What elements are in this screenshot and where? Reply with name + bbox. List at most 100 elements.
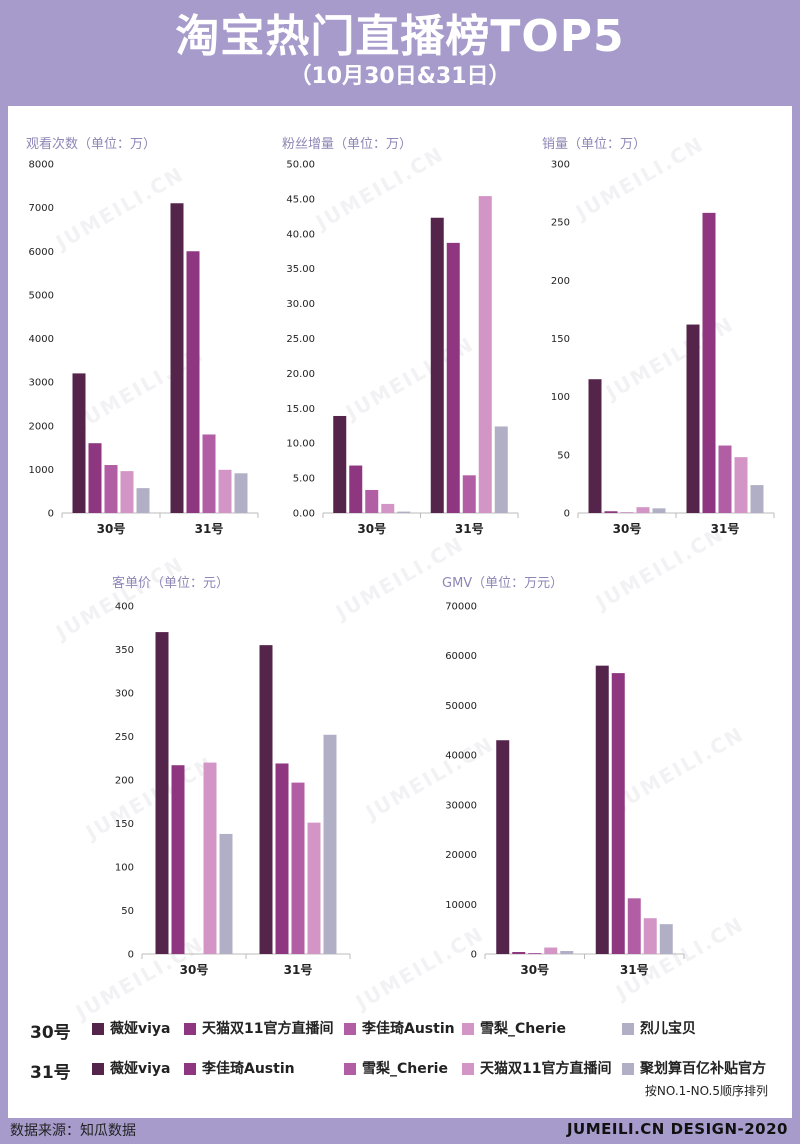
bar (104, 465, 118, 513)
bar (259, 645, 273, 954)
y-tick-label: 50 (557, 450, 570, 461)
bar (560, 951, 574, 954)
y-tick-label: 350 (115, 645, 134, 656)
chart-views: 观看次数（单位：万） 0 1000 2000 3000 4000 5000 6000 7000 8… (26, 136, 259, 536)
charts-canvas: 观看次数（单位：万）010002000300040005000600070008… (26, 136, 775, 977)
bar (349, 465, 363, 513)
bar (186, 251, 200, 513)
bar (734, 457, 748, 513)
y-tick-label: 30.00 (286, 299, 315, 310)
y-tick-label: 250 (115, 732, 134, 743)
bar (120, 471, 134, 513)
data-source: 数据来源：知瓜数据 (10, 1123, 136, 1139)
y-tick-label: 40.00 (286, 229, 315, 240)
bar (494, 426, 508, 513)
y-tick-label: 10000 (445, 900, 477, 911)
x-tick-label: 30号 (357, 521, 386, 536)
bar (333, 415, 347, 513)
bar (478, 196, 492, 513)
bar (155, 632, 169, 954)
x-tick-label: 31号 (195, 521, 224, 536)
bar (171, 765, 185, 954)
bar (397, 511, 411, 513)
y-tick-label: 45.00 (286, 194, 315, 205)
bar (202, 434, 216, 513)
y-tick-label: 100 (551, 392, 570, 403)
y-tick-label: 6000 (29, 247, 54, 258)
bar (636, 507, 650, 513)
bar (659, 924, 673, 954)
y-tick-label: 4000 (29, 334, 54, 345)
chart-fans: 粉丝增量（单位：万） 0.00 5.00 10.00 15.00 20.00 25.00 30… (282, 137, 519, 536)
y-tick-label: 200 (551, 276, 570, 287)
chart-aov: 客单价（单位：元） 0 50 100 150 200 250 300 350 400 30号 31号 (112, 575, 351, 977)
y-tick-label: 5000 (29, 290, 54, 301)
y-tick-label: 40000 (445, 751, 477, 762)
y-tick-label: 35.00 (286, 264, 315, 275)
chart-title: 观看次数（单位：万） (26, 136, 156, 152)
y-tick-label: 200 (115, 776, 134, 787)
y-tick-label: 2000 (29, 421, 54, 432)
bar (686, 324, 700, 513)
y-tick-label: 400 (115, 602, 134, 613)
bar (218, 469, 232, 513)
x-tick-label: 30号 (180, 962, 209, 977)
y-tick-label: 70000 (445, 602, 477, 613)
y-tick-label: 300 (115, 689, 134, 700)
chart-sales: 销量（单位：万） 0 50 100 150 200 250 300 30号 31号 (542, 137, 775, 536)
x-tick-label: 30号 (97, 521, 126, 536)
chart-title: 粉丝增量（单位：万） (282, 137, 412, 152)
y-tick-label: 20000 (445, 850, 477, 861)
bar (611, 673, 625, 954)
x-tick-label: 31号 (620, 962, 649, 977)
bar (72, 373, 86, 513)
y-tick-label: 0 (128, 950, 134, 961)
y-tick-label: 8000 (29, 160, 54, 171)
chart-gmv: GMV（单位：万元） 0 10000 20000 30000 40000 50000 6000… (442, 576, 685, 977)
bar (595, 665, 609, 954)
bar (604, 511, 618, 513)
y-tick-label: 50 (121, 906, 134, 917)
y-tick-label: 20.00 (286, 369, 315, 380)
y-tick-label: 50.00 (286, 160, 315, 171)
chart-title: 销量（单位：万） (542, 137, 646, 152)
bar (496, 740, 510, 954)
bar (275, 763, 289, 954)
y-tick-label: 100 (115, 863, 134, 874)
y-tick-label: 150 (551, 334, 570, 345)
header: 淘宝热门直播榜TOP5 （10月30日&31日） (0, 0, 800, 105)
bar (203, 762, 217, 954)
y-tick-label: 60000 (445, 651, 477, 662)
y-tick-label: 0 (471, 950, 477, 961)
chart-title: 客单价（单位：元） (112, 575, 229, 591)
y-tick-label: 5.00 (293, 474, 315, 485)
bar (88, 443, 102, 513)
bar (702, 212, 716, 514)
bar (136, 488, 150, 513)
x-tick-label: 30号 (520, 962, 549, 977)
bar (528, 953, 542, 954)
bar (462, 475, 476, 513)
x-tick-label: 31号 (455, 521, 484, 536)
bar (307, 822, 321, 954)
content-panel: JUMEILI.CN JUMEILI.CN JUMEILI.CN JUMEILI.CN… (8, 106, 792, 1118)
y-tick-label: 250 (551, 218, 570, 229)
y-tick-label: 1000 (29, 465, 54, 476)
y-tick-label: 50000 (445, 701, 477, 712)
bar (643, 918, 657, 954)
bar (544, 947, 558, 954)
y-tick-label: 3000 (29, 378, 54, 389)
brand-credit: JUMEILI.CN DESIGN-2020 (566, 1120, 788, 1138)
bar (512, 952, 526, 954)
y-tick-label: 25.00 (286, 334, 315, 345)
x-tick-label: 30号 (613, 521, 642, 536)
page-subtitle: （10月30日&31日） (289, 64, 511, 89)
bar (627, 898, 641, 954)
bar (291, 782, 305, 954)
bar (718, 445, 732, 513)
y-tick-label: 300 (551, 160, 570, 171)
y-tick-label: 7000 (29, 203, 54, 214)
y-tick-label: 0 (48, 509, 54, 520)
bar (323, 734, 337, 954)
bar (170, 203, 184, 513)
